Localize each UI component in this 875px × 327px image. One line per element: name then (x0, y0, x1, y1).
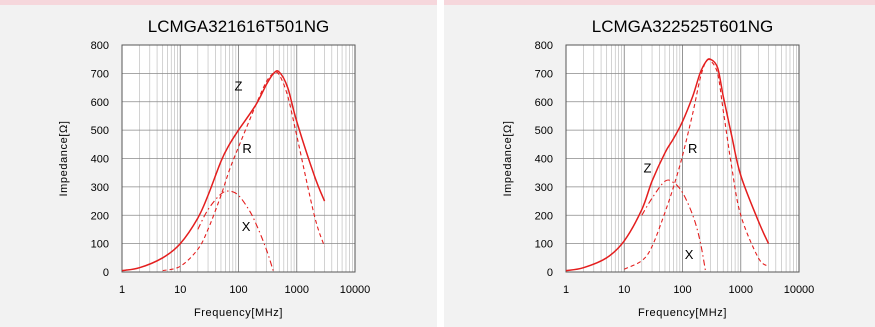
chart1-ytick-label: 200 (535, 210, 553, 222)
impedance-chart-right: LCMGA322525T601NG 0 100 200 300 400 500 600 700 8… (502, 17, 815, 319)
chart0-xtick-label: 10000 (340, 284, 371, 296)
chart1-curve-label-r: R (688, 141, 697, 156)
chart0-xaxis-title: Frequency[MHz] (194, 307, 283, 319)
chart0-frame (121, 44, 356, 273)
chart0-yaxis-title: Impedance[Ω] (58, 121, 70, 197)
chart0-series-r-line (162, 71, 326, 272)
chart1-xaxis-title: Frequency[MHz] (638, 307, 727, 319)
chart0-ytick-label: 600 (91, 97, 109, 109)
chart1-title: LCMGA322525T601NG (592, 17, 773, 36)
chart0-ytick-label: 0 (103, 267, 109, 279)
chart0-series-z-line (121, 70, 326, 272)
chart1-frame (565, 44, 800, 273)
chart0-ytick-label: 500 (91, 125, 109, 137)
chart0-ytick-label: 700 (91, 68, 109, 80)
chart0-curve-label-r: R (242, 141, 251, 156)
chart1-xtick-label: 1000 (729, 284, 753, 296)
chart0-series-x-line (197, 190, 275, 273)
chart0-ytick-label: 200 (91, 210, 109, 222)
panel-gap (437, 0, 444, 327)
chart1-ytick-label: 0 (547, 267, 553, 279)
chart0-xtick-label: 1 (119, 284, 125, 296)
chart0-curve-label-z: Z (235, 78, 243, 93)
impedance-chart-left: LCMGA321616T501NG 0 100 200 300 400 500 600 700 8… (58, 17, 371, 319)
chart0-ytick-label: 300 (91, 182, 109, 194)
chart1-series-x-line (641, 179, 707, 273)
chart1-curve-label-x: X (685, 247, 694, 262)
chart1-xtick-label: 100 (673, 284, 691, 296)
chart-panel-right: LCMGA322525T601NG 0 100 200 300 400 500 600 700 8… (444, 5, 875, 327)
chart1-xtick-label: 1 (563, 284, 569, 296)
chart1-curve-label-z: Z (643, 161, 651, 176)
chart0-curve-label-x: X (242, 219, 251, 234)
chart1-ytick-label: 400 (535, 154, 553, 166)
chart0-ytick-label: 800 (91, 40, 109, 52)
chart1-series-z-line (565, 58, 770, 272)
chart1-yaxis-title: Impedance[Ω] (502, 121, 514, 197)
chart0-xtick-label: 10 (174, 284, 186, 296)
chart0-xtick-label: 1000 (285, 284, 309, 296)
chart1-ytick-label: 600 (535, 97, 553, 109)
chart0-ytick-label: 400 (91, 154, 109, 166)
chart1-xtick-label: 10 (618, 284, 630, 296)
chart1-ytick-label: 100 (535, 239, 553, 251)
chart1-ytick-label: 500 (535, 125, 553, 137)
chart0-ytick-label: 100 (91, 239, 109, 251)
chart1-ytick-label: 700 (535, 68, 553, 80)
chart1-ytick-label: 300 (535, 182, 553, 194)
chart1-ytick-label: 800 (535, 40, 553, 52)
chart1-xtick-label: 10000 (784, 284, 815, 296)
chart0-title: LCMGA321616T501NG (148, 17, 329, 36)
chart0-xtick-label: 100 (229, 284, 247, 296)
chart-panel-left: LCMGA321616T501NG 0 100 200 300 400 500 600 700 8… (0, 5, 437, 327)
